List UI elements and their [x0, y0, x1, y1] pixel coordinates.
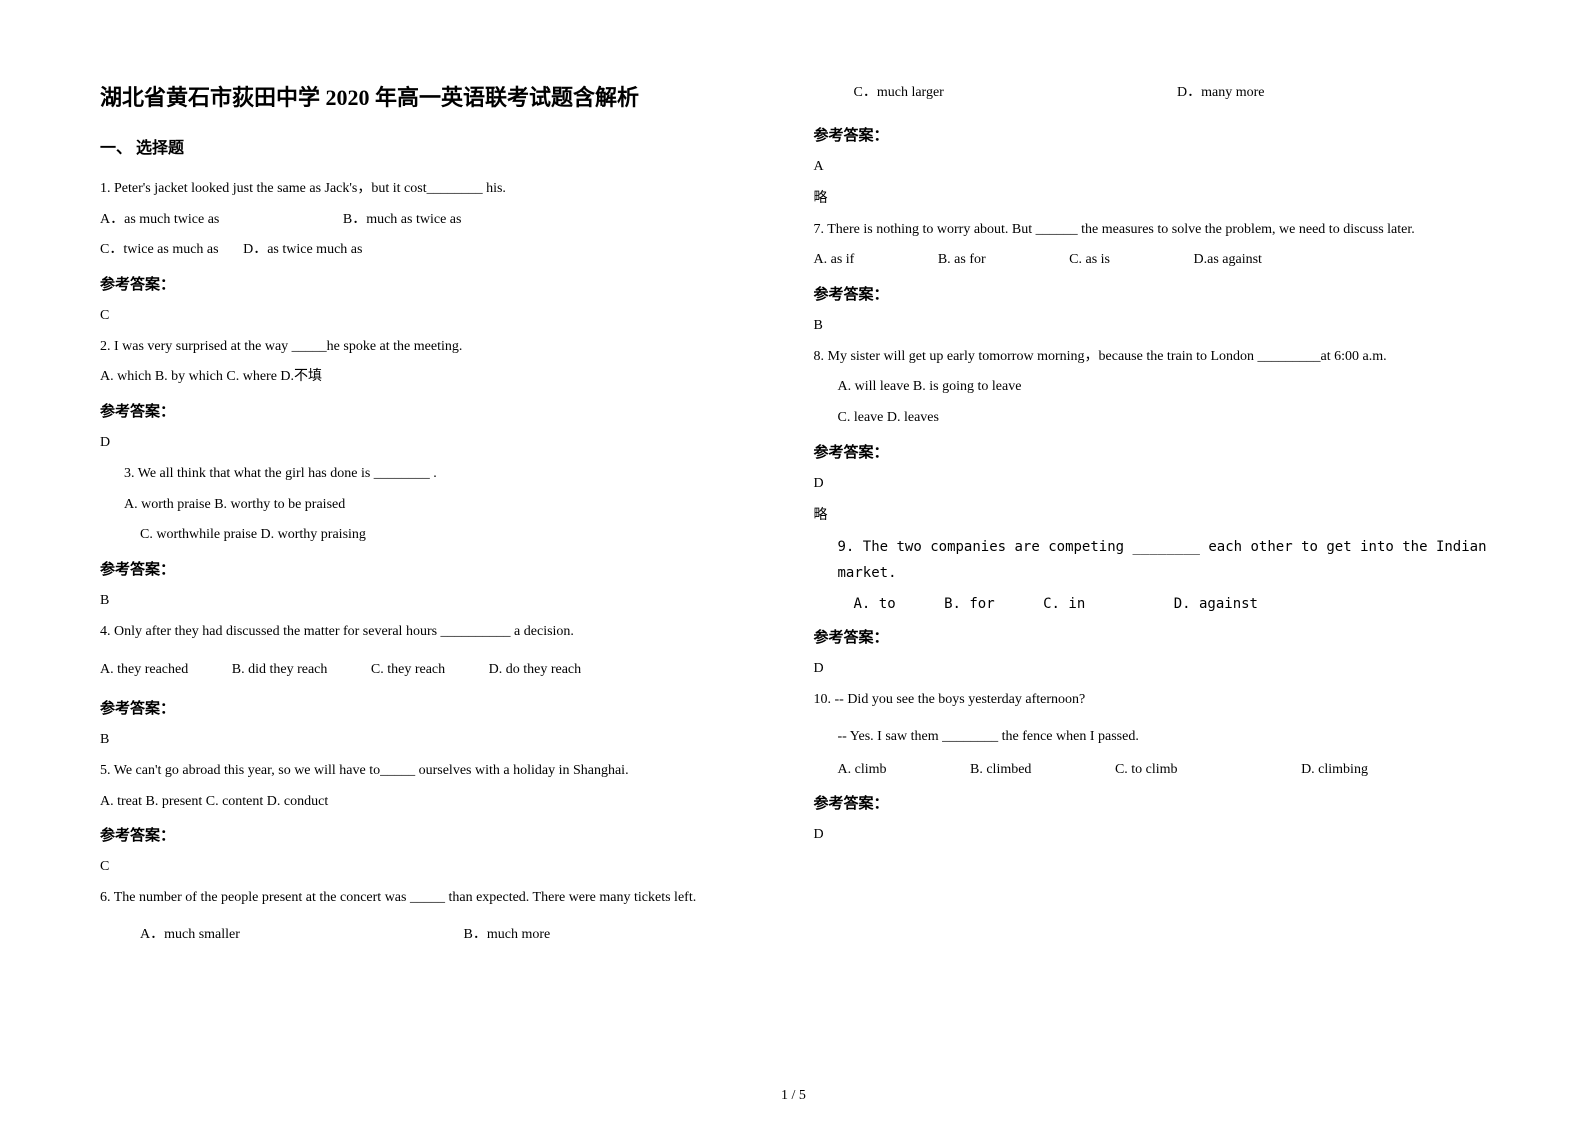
q6-options-row2: C．much larger D．many more — [814, 80, 1488, 107]
q7-opt-d: D.as against — [1194, 247, 1262, 274]
q7-opt-a: A. as if — [814, 247, 855, 274]
q10-options: A. climb B. climbed C. to climb D. climb… — [814, 757, 1488, 784]
page-number: 1 / 5 — [0, 1088, 1587, 1104]
left-column: 湖北省黄石市荻田中学 2020 年高一英语联考试题含解析 一、 选择题 1. P… — [100, 80, 774, 952]
q10-opt-c: C. to climb — [1115, 757, 1178, 784]
q7-options: A. as if B. as for C. as is D.as against — [814, 247, 1488, 274]
q1-opt-c: C．twice as much as — [100, 237, 219, 264]
q10-text2: -- Yes. I saw them ________ the fence wh… — [814, 724, 1488, 751]
q1-answer-label: 参考答案： — [100, 270, 774, 300]
q6-opt-c: C．much larger — [854, 80, 1174, 107]
q4-opt-c: C. they reach — [371, 657, 445, 684]
q8-skip: 略 — [814, 502, 1488, 530]
q9-opt-b: B. for — [944, 591, 995, 618]
q9-opt-c: C. in — [1043, 591, 1085, 618]
q1-opt-a: A．as much twice as — [100, 207, 219, 234]
q9-opt-d: D. against — [1174, 591, 1258, 618]
q6-skip: 略 — [814, 185, 1488, 213]
q7-text: 7. There is nothing to worry about. But … — [814, 217, 1488, 244]
page-container: 湖北省黄石市荻田中学 2020 年高一英语联考试题含解析 一、 选择题 1. P… — [0, 0, 1587, 972]
q1-options-row1: A．as much twice as B．much as twice as — [100, 207, 774, 234]
q3-answer: B — [100, 587, 774, 615]
q5-answer-label: 参考答案： — [100, 821, 774, 851]
q2-options: A. which B. by which C. where D.不填 — [100, 364, 774, 391]
q6-opt-d: D．many more — [1177, 80, 1264, 107]
q5-answer: C — [100, 853, 774, 881]
q1-text: 1. Peter's jacket looked just the same a… — [100, 176, 774, 203]
q3-options-cd: C. worthwhile praise D. worthy praising — [100, 522, 774, 549]
document-title: 湖北省黄石市荻田中学 2020 年高一英语联考试题含解析 — [100, 80, 774, 112]
q1-opt-d: D．as twice much as — [243, 237, 362, 264]
q10-answer-label: 参考答案： — [814, 789, 1488, 819]
q4-opt-d: D. do they reach — [489, 657, 582, 684]
q4-options: A. they reached B. did they reach C. the… — [100, 657, 774, 684]
q3-text: 3. We all think that what the girl has d… — [100, 461, 774, 488]
section-heading: 一、 选择题 — [100, 134, 774, 158]
q10-text: 10. -- Did you see the boys yesterday af… — [814, 687, 1488, 714]
q4-text: 4. Only after they had discussed the mat… — [100, 619, 774, 646]
q3-options-ab: A. worth praise B. worthy to be praised — [100, 492, 774, 519]
q4-answer-label: 参考答案： — [100, 694, 774, 724]
q3-answer-label: 参考答案： — [100, 555, 774, 585]
q1-options-row2: C．twice as much as D．as twice much as — [100, 237, 774, 264]
q5-text: 5. We can't go abroad this year, so we w… — [100, 758, 774, 785]
q9-answer: D — [814, 655, 1488, 683]
q4-answer: B — [100, 726, 774, 754]
q4-opt-b: B. did they reach — [232, 657, 328, 684]
q7-answer: B — [814, 312, 1488, 340]
q10-opt-b: B. climbed — [970, 757, 1031, 784]
q8-options-ab: A. will leave B. is going to leave — [814, 374, 1488, 401]
q2-text: 2. I was very surprised at the way _____… — [100, 334, 774, 361]
q9-answer-label: 参考答案： — [814, 623, 1488, 653]
q6-text: 6. The number of the people present at t… — [100, 885, 774, 912]
q9-opt-a: A. to — [854, 591, 896, 618]
right-column: C．much larger D．many more 参考答案： A 略 7. T… — [814, 80, 1488, 952]
q8-options-cd: C. leave D. leaves — [814, 405, 1488, 432]
q6-opt-a: A．much smaller — [140, 922, 460, 949]
q2-answer: D — [100, 429, 774, 457]
q1-answer: C — [100, 302, 774, 330]
q10-opt-d: D. climbing — [1301, 757, 1368, 784]
q6-opt-b: B．much more — [464, 922, 551, 949]
q6-answer-label: 参考答案： — [814, 121, 1488, 151]
q7-opt-b: B. as for — [938, 247, 986, 274]
q10-opt-a: A. climb — [838, 757, 887, 784]
q6-answer: A — [814, 153, 1488, 181]
q4-opt-a: A. they reached — [100, 657, 188, 684]
q8-answer: D — [814, 470, 1488, 498]
q5-options: A. treat B. present C. content D. conduc… — [100, 789, 774, 816]
q2-answer-label: 参考答案： — [100, 397, 774, 427]
q7-opt-c: C. as is — [1069, 247, 1110, 274]
q9-options: A. to B. for C. in D. against — [814, 591, 1488, 618]
q1-opt-b: B．much as twice as — [343, 207, 462, 234]
q8-answer-label: 参考答案： — [814, 438, 1488, 468]
q8-text: 8. My sister will get up early tomorrow … — [814, 344, 1488, 371]
q9-text: 9. The two companies are competing _____… — [814, 534, 1488, 587]
q10-answer: D — [814, 821, 1488, 849]
q7-answer-label: 参考答案： — [814, 280, 1488, 310]
q6-options-row1: A．much smaller B．much more — [100, 922, 774, 949]
